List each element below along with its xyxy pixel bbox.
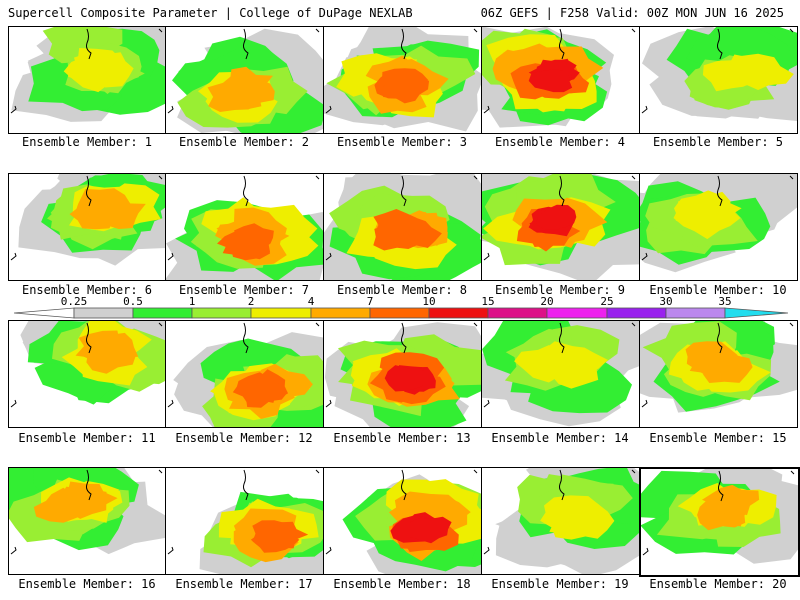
ensemble-member-map-10 xyxy=(639,173,798,281)
ensemble-member-label-6: Ensemble Member: 6 xyxy=(21,283,153,297)
ensemble-member-label-20: Ensemble Member: 20 xyxy=(649,577,787,591)
colorbar-bin xyxy=(310,307,371,319)
colorbar-bin xyxy=(428,307,489,319)
ensemble-member-label-3: Ensemble Member: 3 xyxy=(336,135,468,149)
ensemble-member-label-19: Ensemble Member: 19 xyxy=(491,577,629,591)
ensemble-member-label-4: Ensemble Member: 4 xyxy=(494,135,626,149)
colorbar-tick-label: 35 xyxy=(718,295,732,308)
ensemble-member-map-14 xyxy=(481,320,640,428)
ensemble-member-label-12: Ensemble Member: 12 xyxy=(175,431,313,445)
colorbar-tick-label: 0.5 xyxy=(123,295,143,308)
color-scale-bar xyxy=(14,307,788,319)
ensemble-member-map-4 xyxy=(481,26,640,134)
ensemble-member-map-11 xyxy=(8,320,167,428)
ensemble-member-map-3 xyxy=(323,26,482,134)
colorbar-tick-label: 30 xyxy=(659,295,673,308)
ensemble-member-label-14: Ensemble Member: 14 xyxy=(491,431,629,445)
ensemble-member-map-15 xyxy=(639,320,798,428)
ensemble-member-map-18 xyxy=(323,467,482,575)
colorbar-tick-label: 15 xyxy=(481,295,495,308)
colorbar-bin xyxy=(487,307,548,319)
ensemble-member-label-11: Ensemble Member: 11 xyxy=(18,431,156,445)
colorbar-bin xyxy=(191,307,252,319)
ensemble-member-map-20 xyxy=(639,467,800,577)
map-title: Supercell Composite Parameter | College … xyxy=(8,6,413,20)
ensemble-member-label-8: Ensemble Member: 8 xyxy=(336,283,468,297)
ensemble-member-label-1: Ensemble Member: 1 xyxy=(21,135,153,149)
ensemble-member-map-9 xyxy=(481,173,640,281)
colorbar-tick-label: 1 xyxy=(188,295,196,308)
colorbar-bin xyxy=(546,307,608,319)
ensemble-member-label-13: Ensemble Member: 13 xyxy=(333,431,471,445)
ensemble-member-map-12 xyxy=(165,320,324,428)
ensemble-member-map-6 xyxy=(8,173,167,281)
colorbar-tick-label: 4 xyxy=(307,295,315,308)
colorbar-bin xyxy=(250,307,312,319)
colorbar-bin xyxy=(606,307,667,319)
ensemble-member-map-17 xyxy=(165,467,324,575)
colorbar-tick-label: 7 xyxy=(366,295,374,308)
ensemble-member-label-7: Ensemble Member: 7 xyxy=(178,283,310,297)
colorbar-bin xyxy=(73,307,134,319)
colorbar-tick-label: 25 xyxy=(600,295,614,308)
colorbar-bin xyxy=(665,307,726,319)
colorbar-tick-label: 20 xyxy=(540,295,554,308)
ensemble-member-map-1 xyxy=(8,26,167,134)
ensemble-member-label-2: Ensemble Member: 2 xyxy=(178,135,310,149)
ensemble-member-label-5: Ensemble Member: 5 xyxy=(652,135,784,149)
ensemble-member-label-17: Ensemble Member: 17 xyxy=(175,577,313,591)
ensemble-member-label-16: Ensemble Member: 16 xyxy=(18,577,156,591)
ensemble-member-label-10: Ensemble Member: 10 xyxy=(649,283,787,297)
colorbar-bin xyxy=(369,307,430,319)
ensemble-member-label-15: Ensemble Member: 15 xyxy=(649,431,787,445)
colorbar-right-arrow xyxy=(724,307,788,319)
forecast-valid-time: 06Z GEFS | F258 Valid: 00Z MON JUN 16 20… xyxy=(480,6,784,20)
ensemble-member-map-5 xyxy=(639,26,798,134)
ensemble-member-map-8 xyxy=(323,173,482,281)
ensemble-member-label-9: Ensemble Member: 9 xyxy=(494,283,626,297)
colorbar-tick-label: 0.25 xyxy=(60,295,88,308)
ensemble-member-map-7 xyxy=(165,173,324,281)
ensemble-member-map-13 xyxy=(323,320,482,428)
colorbar-left-arrow xyxy=(14,307,75,319)
ensemble-member-label-18: Ensemble Member: 18 xyxy=(333,577,471,591)
colorbar-tick-label: 10 xyxy=(422,295,436,308)
ensemble-member-map-19 xyxy=(481,467,640,575)
colorbar-tick-label: 2 xyxy=(247,295,255,308)
colorbar-bin xyxy=(132,307,193,319)
ensemble-member-map-2 xyxy=(165,26,324,134)
ensemble-member-map-16 xyxy=(8,467,167,575)
